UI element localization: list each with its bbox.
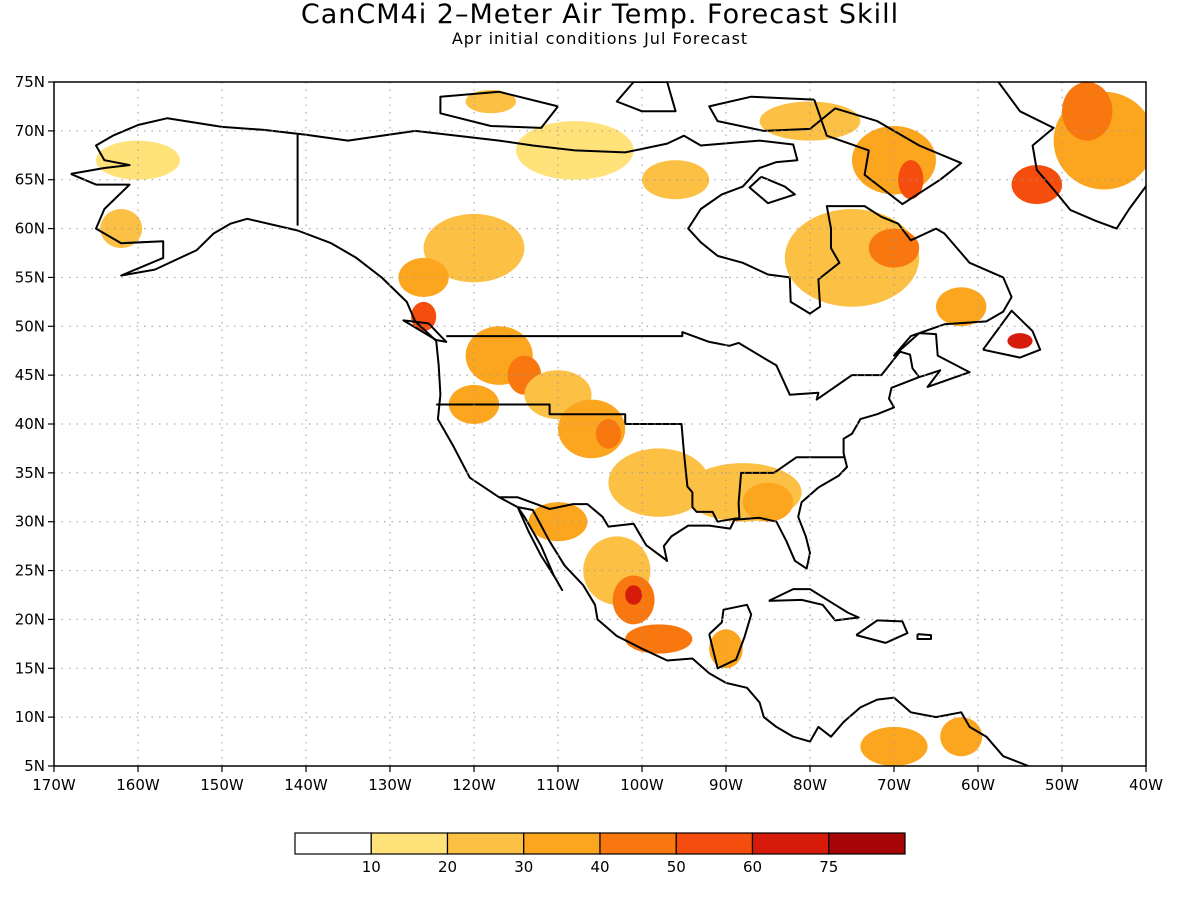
lon-tick-label: 140W [284,776,328,794]
skill-region-11 [608,448,710,517]
map-title: CanCM4i 2–Meter Air Temp. Forecast Skill [300,0,900,30]
skill-region-32 [1011,165,1062,205]
lat-tick-label: 25N [15,562,45,580]
colorbar-label: 10 [362,858,381,876]
lat-tick-label: 60N [15,220,45,238]
skill-region-34 [936,287,987,327]
coastline-segment-5 [855,619,909,644]
colorbar-label: 40 [590,858,609,876]
lon-tick-label: 130W [368,776,412,794]
coastline-segment-8 [402,319,448,343]
skill-region-13 [742,482,794,522]
lat-tick-label: 10N [15,708,45,726]
lon-tick-label: 80W [793,776,827,794]
skill-region-9 [595,419,622,449]
colorbar-label: 75 [819,858,838,876]
longitude-axis: 170W 160W 150W 140W 130W 120W 110W 100W 90W 80W 70… [32,766,1163,794]
skill-region-21 [940,717,983,757]
lat-tick-label: 75N [15,73,45,91]
lon-tick-label: 40W [1129,776,1163,794]
skill-region-29 [465,89,516,114]
lat-tick-label: 20N [15,610,45,628]
coastline-segment-4 [768,588,860,622]
coastline-segment-6 [916,633,932,640]
lon-tick-label: 60W [961,776,995,794]
colorbar: 10 20 30 40 50 60 75 [294,832,906,876]
skill-region-33 [1062,82,1113,141]
latitude-axis: 75N 70N 65N 60N 55N 50N 45N 40N 35N 30N 25N 20N 15N 1… [15,73,54,775]
lat-tick-label: 50N [15,317,45,335]
coastline-layer [70,82,1146,766]
lon-tick-label: 100W [620,776,664,794]
colorbar-label: 60 [743,858,762,876]
lon-tick-label: 50W [1045,776,1079,794]
coastline-segment-3 [708,603,753,670]
skill-region-20 [860,726,928,766]
coastline-segment-15 [499,496,668,562]
colorbar-swatch [523,832,601,855]
lat-tick-label: 30N [15,513,45,531]
colorbar-swatch [751,832,830,855]
skill-region-1 [100,209,143,249]
skill-region-3 [398,257,449,297]
skill-region-30 [1007,333,1033,349]
map-subtitle: Apr initial conditions Jul Forecast [451,29,749,48]
coastline-segment-10 [439,90,559,129]
colorbar-swatch [675,832,754,855]
skill-region-25 [898,160,924,200]
skill-region-24 [852,125,936,195]
lat-tick-label: 15N [15,659,45,677]
skill-region-0 [96,140,180,180]
lat-tick-label: 70N [15,122,45,140]
lat-tick-label: 40N [15,415,45,433]
colorbar-label: 30 [514,858,533,876]
colorbar-label: 50 [667,858,686,876]
skill-region-28 [642,160,710,200]
lon-tick-label: 110W [536,776,580,794]
lon-tick-label: 170W [32,776,76,794]
lon-tick-label: 120W [452,776,496,794]
coastline-segment-12 [615,82,677,113]
lon-tick-label: 70W [877,776,911,794]
skill-region-17 [625,585,642,605]
coastline-segment-7 [982,309,1042,359]
colorbar-swatch [828,832,906,855]
lon-tick-label: 150W [200,776,244,794]
lat-tick-label: 35N [15,464,45,482]
coastline-segment-2 [70,117,1013,570]
skill-region-18 [625,624,693,654]
coastline-segment-9 [997,82,1146,230]
lon-tick-label: 160W [116,776,160,794]
colorbar-swatch [599,832,677,855]
coastline-segment-1 [516,506,564,592]
lat-tick-label: 55N [15,268,45,286]
colorbar-swatch [370,832,449,855]
coastline-segment-16 [446,331,920,401]
colorbar-swatch [294,832,372,855]
colorbar-label: 20 [438,858,457,876]
skill-region-19 [709,629,743,669]
coastline-segment-13 [748,175,796,205]
coastline-segment-11 [708,95,963,206]
colorbar-swatch [446,832,525,855]
lon-tick-label: 90W [709,776,743,794]
lat-tick-label: 65N [15,171,45,189]
gridlines [54,82,1146,766]
lat-tick-label: 5N [24,757,45,775]
lat-tick-label: 45N [15,366,45,384]
